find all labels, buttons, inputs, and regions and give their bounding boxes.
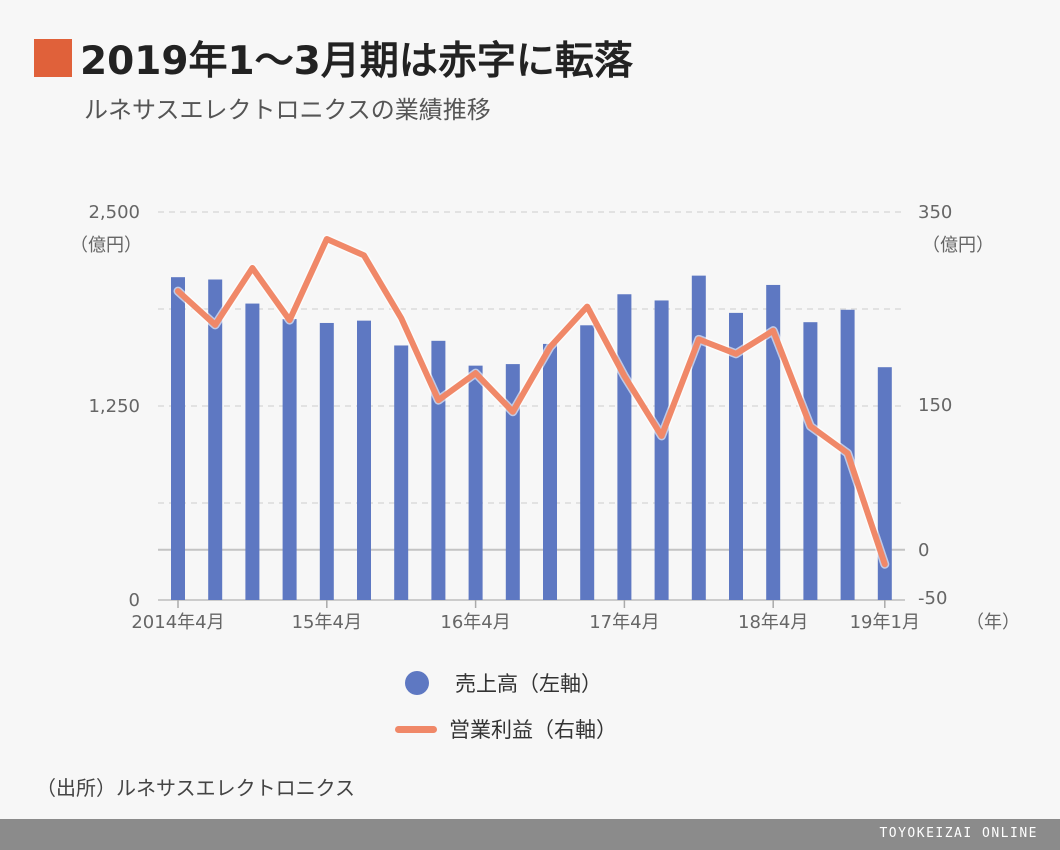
x-tick-label: 19年1月 — [850, 612, 920, 633]
chart-subtitle: ルネサスエレクトロニクスの業績推移 — [84, 96, 491, 124]
bar-2016-10 — [543, 343, 557, 600]
right-tick-label: -50 — [918, 588, 947, 609]
right-tick-label: 150 — [918, 395, 952, 416]
title-area: 2019年1〜3月期は赤字に転落 — [34, 30, 633, 86]
bar-2018-01 — [729, 312, 743, 600]
bar-2017-04 — [617, 294, 632, 600]
bar-2016-01 — [431, 340, 446, 600]
left-axis-unit: （億円） — [70, 235, 142, 256]
x-tick-label: 15年4月 — [292, 612, 362, 633]
bar-2018-04 — [766, 284, 781, 600]
footer-brand: TOYOKEIZAI ONLINE — [879, 826, 1038, 841]
bar-series — [171, 275, 892, 600]
bar-2015-04 — [319, 322, 334, 600]
legend-item-profit: 営業利益（右軸） — [395, 706, 617, 752]
legend-sales-label: 売上高（左軸） — [455, 672, 602, 696]
bar-2015-10 — [394, 345, 409, 600]
bar-2014-07 — [208, 279, 223, 600]
footer-bar: TOYOKEIZAI ONLINE — [0, 819, 1060, 850]
legend-sales-marker — [405, 671, 429, 695]
left-axis: 2,500 1,250 0 （億円） — [70, 202, 142, 611]
x-tick-label: 2014年4月 — [131, 612, 224, 633]
source-note: （出所）ルネサスエレクトロニクス — [36, 776, 355, 800]
legend-item-sales: 売上高（左軸） — [400, 660, 617, 706]
bar-2018-07 — [803, 322, 818, 600]
right-axis: 350 150 0 -50 （億円） — [918, 202, 994, 609]
left-tick-label: 2,500 — [88, 202, 140, 223]
chart-title: 2019年1〜3月期は赤字に転落 — [80, 39, 633, 84]
bar-2014-10 — [245, 303, 260, 600]
left-tick-label: 0 — [129, 590, 140, 611]
x-axis-unit: （年） — [966, 612, 1020, 633]
left-tick-label: 1,250 — [88, 396, 140, 417]
legend: 売上高（左軸） 営業利益（右軸） — [395, 660, 617, 752]
title-marker — [34, 39, 72, 77]
right-tick-label: 0 — [918, 540, 929, 561]
x-tick-label: 17年4月 — [589, 612, 659, 633]
profit-line — [175, 236, 888, 568]
right-axis-unit: （億円） — [922, 235, 994, 256]
bar-2015-07 — [357, 320, 371, 600]
line-series — [173, 234, 890, 569]
legend-profit-label: 営業利益（右軸） — [449, 718, 617, 742]
x-tick-label: 18年4月 — [738, 612, 808, 633]
bar-2015-01 — [282, 319, 297, 600]
x-tick-label: 16年4月 — [440, 612, 510, 633]
bar-2017-01 — [580, 325, 595, 600]
bar-2017-10 — [691, 275, 706, 600]
legend-profit-marker — [395, 725, 437, 733]
bar-2017-07 — [654, 300, 669, 600]
bar-2014-04 — [171, 277, 185, 600]
grid-lines — [158, 211, 905, 601]
bar-2016-07 — [505, 364, 520, 600]
bar-2016-04 — [468, 365, 483, 600]
right-tick-label: 350 — [918, 202, 952, 223]
x-axis: 2014年4月 15年4月 16年4月 17年4月 18年4月 19年1月 （年） — [131, 600, 1020, 633]
